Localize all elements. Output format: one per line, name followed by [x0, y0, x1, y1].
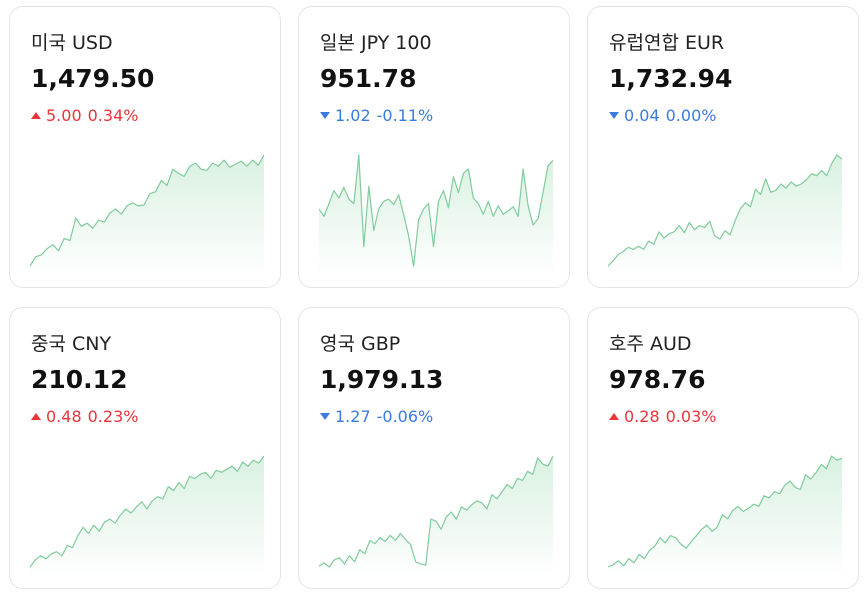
change-percent: 0.23% [87, 407, 139, 426]
exchange-card-cny[interactable]: 중국 CNY 210.12 0.48 0.23% [9, 307, 281, 589]
currency-name: 유럽연합 EUR [609, 32, 725, 54]
sparkline-line [608, 154, 842, 267]
currency-name: 일본 JPY 100 [320, 32, 432, 54]
exchange-rate: 978.76 [609, 365, 706, 394]
rate-change: 0.48 0.23% [31, 407, 138, 426]
sparkline-chart [608, 455, 842, 573]
currency-name: 미국 USD [31, 32, 113, 54]
exchange-card-gbp[interactable]: 영국 GBP 1,979.13 1.27 -0.06% [298, 307, 570, 589]
sparkline-chart [30, 154, 264, 272]
change-amount: 5.00 [46, 106, 82, 125]
rate-change: 5.00 0.34% [31, 106, 138, 125]
change-amount: 0.28 [624, 407, 660, 426]
rate-change: 1.27 -0.06% [320, 407, 433, 426]
change-percent: -0.11% [376, 106, 434, 125]
currency-name: 중국 CNY [31, 333, 112, 355]
sparkline-chart [608, 154, 842, 272]
change-percent: 0.03% [665, 407, 717, 426]
exchange-rate: 1,479.50 [31, 64, 155, 93]
rate-change: 1.02 -0.11% [320, 106, 433, 125]
exchange-card-eur[interactable]: 유럽연합 EUR 1,732.94 0.04 0.00% [587, 6, 859, 288]
sparkline-line [608, 455, 842, 568]
sparkline-line [30, 154, 264, 267]
rate-change: 0.04 0.00% [609, 106, 716, 125]
sparkline-line [319, 154, 553, 267]
change-arrow-icon [320, 112, 330, 119]
sparkline-chart [319, 455, 553, 573]
exchange-card-jpy[interactable]: 일본 JPY 100 951.78 1.02 -0.11% [298, 6, 570, 288]
exchange-card-usd[interactable]: 미국 USD 1,479.50 5.00 0.34% [9, 6, 281, 288]
sparkline-area [30, 155, 264, 272]
change-arrow-icon [31, 112, 41, 119]
change-arrow-icon [609, 112, 619, 119]
rate-change: 0.28 0.03% [609, 407, 716, 426]
sparkline-line [30, 455, 264, 568]
currency-name: 호주 AUD [609, 333, 692, 355]
change-arrow-icon [320, 413, 330, 420]
change-percent: -0.06% [376, 407, 434, 426]
exchange-rate: 210.12 [31, 365, 128, 394]
change-percent: 0.34% [87, 106, 139, 125]
sparkline-chart [319, 154, 553, 272]
exchange-rate: 1,979.13 [320, 365, 444, 394]
exchange-card-aud[interactable]: 호주 AUD 978.76 0.28 0.03% [587, 307, 859, 589]
change-amount: 1.27 [335, 407, 371, 426]
sparkline-area [608, 155, 842, 272]
sparkline-chart [30, 455, 264, 573]
sparkline-area [319, 155, 553, 272]
change-arrow-icon [31, 413, 41, 420]
change-amount: 0.48 [46, 407, 82, 426]
change-amount: 1.02 [335, 106, 371, 125]
sparkline-area [319, 456, 553, 573]
exchange-rate: 1,732.94 [609, 64, 733, 93]
sparkline-area [608, 456, 842, 573]
change-percent: 0.00% [665, 106, 717, 125]
exchange-rate: 951.78 [320, 64, 417, 93]
change-arrow-icon [609, 413, 619, 420]
sparkline-line [319, 455, 553, 568]
change-amount: 0.04 [624, 106, 660, 125]
sparkline-area [30, 456, 264, 573]
currency-name: 영국 GBP [320, 333, 401, 355]
